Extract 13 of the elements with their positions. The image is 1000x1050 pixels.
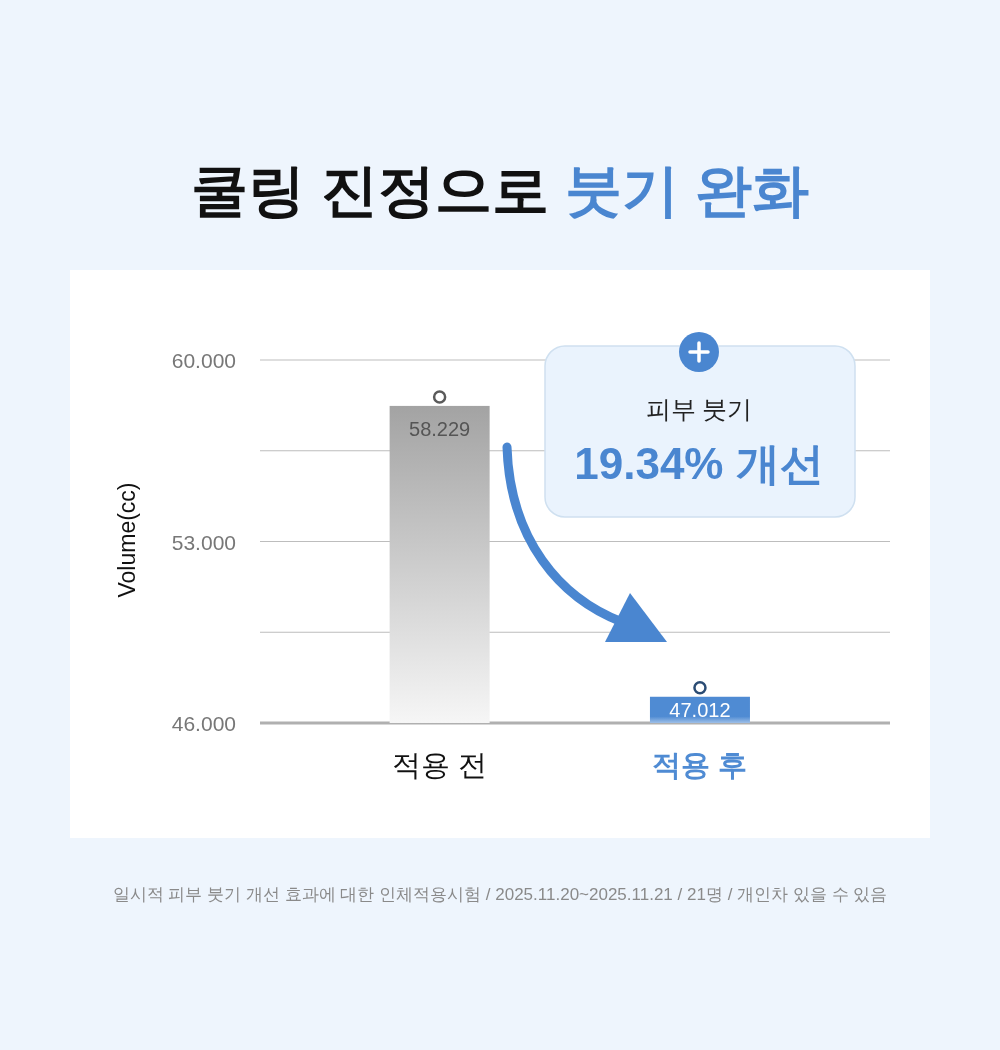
annotation: 19.34% 개선 xyxy=(574,439,824,488)
x-tick-label: 적용 후 xyxy=(652,749,748,781)
text: 일시적 피부 붓기 개선 효과에 대한 인체적용시험 / 2025.11.20~2025.11.21 / 21명 / 개인차 있을 수 있음 xyxy=(112,885,888,904)
callout: 피부 붓기 19.34% 개선 xyxy=(544,332,856,518)
y-tick-label: 46.000 xyxy=(171,711,236,735)
y-tick-label: 60.000 xyxy=(171,348,236,372)
data-label: 47.012 xyxy=(669,698,731,721)
x-tick-label: 적용 전 xyxy=(392,749,488,781)
y-tick-label: 53.000 xyxy=(171,530,236,553)
data-label: 58.229 xyxy=(409,417,471,440)
annotation: 피부 붓기 xyxy=(645,395,753,423)
y-axis-title: Volume(cc) xyxy=(114,482,140,598)
chart-title: 쿨링 진정으로 붓기 완화 xyxy=(191,158,809,222)
